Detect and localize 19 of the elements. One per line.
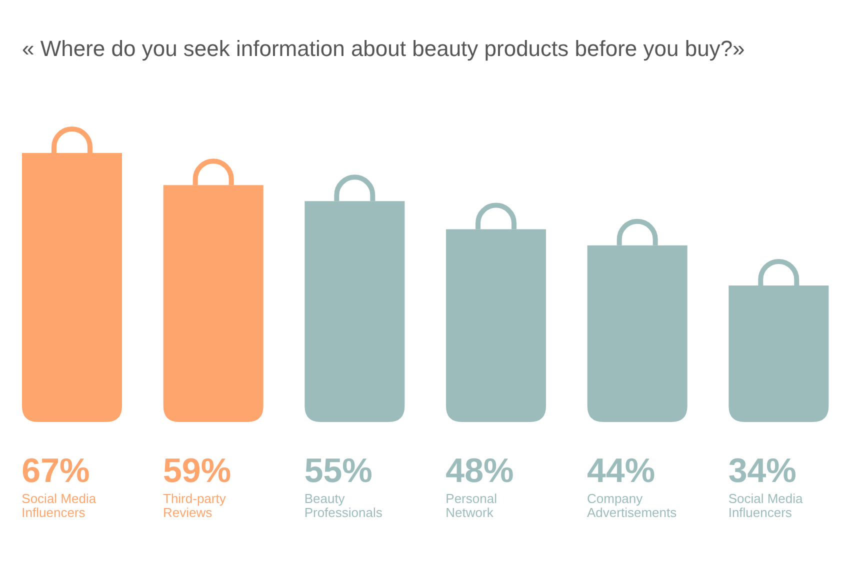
bar xyxy=(22,153,122,422)
bar xyxy=(446,229,546,422)
bar xyxy=(728,285,829,422)
data-label: 55% xyxy=(304,452,372,490)
data-label: 59% xyxy=(163,452,232,490)
x-tick-label: Company Advertisements xyxy=(587,491,678,520)
x-tick-label: Social Media Influencers xyxy=(728,491,804,520)
x-tick-label: Personal Network xyxy=(446,491,498,520)
bar xyxy=(163,185,264,422)
bar xyxy=(587,245,688,422)
data-label: 34% xyxy=(728,452,796,490)
data-label: 48% xyxy=(446,452,514,490)
bar xyxy=(304,201,405,422)
data-label: 44% xyxy=(587,452,656,490)
data-label: 67% xyxy=(22,452,90,490)
x-tick-label: Beauty Professionals xyxy=(304,491,383,520)
chart-title: « Where do you seek information about beauty products before you buy?» xyxy=(22,36,745,62)
x-tick-label: Social Media Influencers xyxy=(22,491,97,520)
x-tick-label: Third-party Reviews xyxy=(163,491,226,520)
